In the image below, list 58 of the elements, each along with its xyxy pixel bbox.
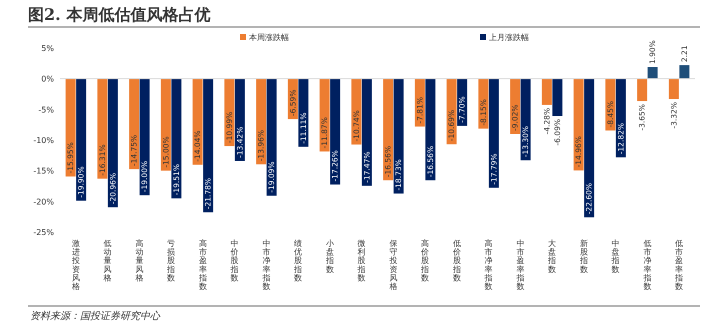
x-tick-label: 激进投资风格 [70, 239, 80, 291]
x-tick-label: 中价股指数 [230, 239, 239, 282]
x-tick-label: 低动量风格 [102, 239, 112, 282]
x-tick-label: 保守投资风格 [388, 239, 398, 291]
x-tick-label: 高市净率指数 [484, 239, 493, 291]
x-tick-label: 小盘指数 [324, 239, 334, 274]
x-tick-label: 中市净率指数 [261, 239, 270, 291]
x-tick-label: 高市盈率指数 [198, 239, 207, 291]
y-tick-label: -25% [33, 228, 54, 237]
bar [108, 78, 118, 208]
bar [129, 78, 140, 170]
y-tick-label: -10% [33, 136, 54, 145]
bar [97, 78, 108, 179]
bar [140, 78, 150, 196]
bar [298, 78, 308, 147]
x-tick-label: 中盘指数 [610, 239, 620, 274]
y-tick-label: 5% [41, 44, 54, 53]
x-tick-label: 中市盈率指数 [515, 239, 524, 291]
bar [574, 78, 584, 170]
bar [203, 78, 214, 212]
bar [76, 78, 86, 201]
x-tick-label: 绩优股指数 [293, 239, 302, 282]
bar [648, 67, 658, 79]
y-tick-label: -15% [33, 166, 54, 176]
x-tick-label: 微利股指数 [356, 239, 366, 282]
x-tick-label: 亏损股指数 [166, 239, 176, 282]
x-tick-label: 新股指数 [578, 239, 588, 274]
bar [160, 78, 171, 171]
x-tick-label: 低价股指数 [452, 239, 461, 282]
bar [425, 78, 436, 180]
bar [192, 78, 203, 165]
y-tick-label: -20% [33, 197, 54, 206]
bar [383, 78, 394, 180]
bar [234, 78, 245, 161]
bar [171, 78, 182, 198]
x-tick-label: 低市盈率指数 [674, 239, 684, 291]
x-tick-label: 大盘指数 [547, 239, 556, 274]
text: 资料来源：国投证券研究中心 [30, 310, 161, 322]
x-tick-label: 高动量风格 [134, 239, 144, 282]
legend-label: 本周涨跌幅 [249, 33, 289, 42]
legend-label: 上月涨跌幅 [489, 33, 529, 42]
bar [266, 78, 277, 196]
bar [362, 78, 372, 186]
bar [542, 78, 552, 105]
bar [552, 78, 562, 116]
bar [679, 65, 690, 79]
bar [637, 78, 648, 102]
x-tick-label: 低市净率指数 [642, 239, 652, 291]
bar [330, 78, 340, 185]
bar [668, 78, 679, 100]
bar [394, 78, 404, 194]
bar [488, 78, 499, 188]
bar [66, 78, 76, 176]
title: 图2. 本周低估值风格占优 [28, 5, 210, 24]
bar [584, 78, 594, 218]
y-tick-label: 0% [41, 74, 54, 84]
x-tick-label: 高价股指数 [420, 239, 430, 282]
y-tick-label: -5% [38, 105, 54, 114]
